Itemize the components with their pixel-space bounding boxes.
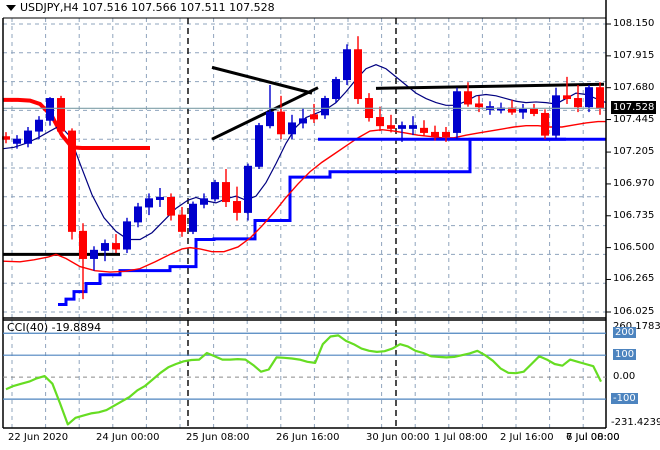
candle-body: [189, 203, 197, 232]
candle-body: [156, 196, 164, 200]
price-axis-label: 106.500: [613, 241, 655, 253]
cci-level-label-0: 0.00: [613, 371, 636, 383]
candle-body: [376, 117, 384, 127]
candle-body: [442, 131, 450, 137]
candle-body: [35, 119, 43, 132]
cci-level-label-200: 200: [613, 327, 637, 339]
candle-body: [354, 49, 362, 100]
time-axis-label: 30 Jun 00:00: [366, 432, 430, 443]
candle-body: [288, 122, 296, 135]
time-axis-label: 24 Jun 00:00: [96, 432, 160, 443]
candle-body: [200, 198, 208, 205]
candle-body: [453, 91, 461, 133]
candle-body: [211, 182, 219, 200]
candle-body: [244, 165, 252, 213]
moving-average-slow: [2, 120, 606, 273]
candle-body: [68, 130, 76, 232]
trendline-right-resistance: [375, 82, 605, 90]
cci-level-label-100: 100: [613, 349, 637, 361]
time-axis-label: 26 Jun 16:00: [276, 432, 340, 443]
candle-body: [46, 98, 54, 121]
price-axis-label: 108.150: [613, 18, 655, 29]
candlestick-series: [2, 36, 604, 300]
candle-body: [519, 108, 527, 113]
candle-body: [123, 221, 131, 250]
time-axis-label: 7 Jul 08:00: [566, 432, 620, 443]
time-axis-label: 25 Jun 08:00: [186, 432, 250, 443]
cci-line-series: [5, 334, 602, 426]
trendline-lower-wedge: [211, 86, 319, 141]
time-axis-label: 22 Jun 2020: [8, 432, 69, 443]
price-axis-label: 107.915: [613, 49, 655, 61]
candle-body: [255, 125, 263, 167]
candle-body: [299, 118, 307, 124]
price-axis-label: 107.680: [613, 81, 655, 93]
candle-body: [233, 201, 241, 213]
candle-body: [464, 91, 472, 105]
candle-body: [310, 114, 318, 120]
time-axis-label: 6 Jul 00:00: [566, 432, 620, 443]
candle-body: [343, 49, 351, 81]
candle-body: [57, 98, 65, 132]
candle-body: [574, 98, 582, 108]
candle-body: [222, 182, 230, 203]
candle-body: [596, 87, 604, 109]
candle-body: [475, 103, 483, 108]
candle-body: [332, 79, 340, 100]
symbol-quote-label: USDJPY,H4 107.516 107.566 107.511 107.52…: [20, 1, 275, 14]
candle-body: [112, 243, 120, 250]
cci-min-label: -231.4239: [611, 417, 660, 428]
candle-body: [90, 249, 98, 259]
triangle-down-icon[interactable]: [6, 5, 16, 11]
time-axis-label: 2 Jul 16:00: [500, 432, 554, 443]
support-step-indicator: [58, 137, 606, 307]
current-price-label: 107.528: [611, 101, 657, 115]
price-axis-label: 106.735: [613, 209, 655, 221]
cci-level-label-neg100: -100: [611, 393, 638, 405]
candle-body: [101, 243, 109, 251]
candle-body: [167, 196, 175, 216]
candle-body: [541, 112, 549, 136]
candle-body: [420, 127, 428, 133]
price-axis-label: 107.445: [613, 113, 655, 125]
candle-body: [563, 95, 571, 100]
candle-body: [431, 131, 439, 137]
price-axis-label: 107.205: [613, 146, 655, 158]
chart-header: USDJPY,H4 107.516 107.566 107.511 107.52…: [0, 0, 660, 16]
candle-body: [178, 214, 186, 232]
candle-body: [13, 138, 21, 144]
cci-indicator-label: CCI(40) -19.8894: [7, 321, 102, 334]
candle-body: [321, 98, 329, 116]
candle-body: [585, 87, 593, 108]
candle-body: [266, 111, 274, 127]
trendline-upper-wedge: [211, 65, 313, 95]
candle-body: [409, 125, 417, 129]
candle-body: [79, 230, 87, 259]
candle-body: [145, 198, 153, 208]
candle-body: [277, 111, 285, 135]
price-axis-label: 106.970: [613, 177, 655, 189]
candle-body: [24, 130, 32, 144]
cci-max-label: 260.1783: [613, 321, 660, 332]
time-axis-label: 1 Jul 08:00: [434, 432, 488, 443]
moving-average-fast: [2, 64, 607, 241]
candle-body: [552, 95, 560, 136]
candle-body: [398, 125, 406, 129]
price-axis-label: 106.265: [613, 273, 655, 285]
candle-body: [387, 125, 395, 129]
candle-body: [134, 206, 142, 223]
price-axis-label: 106.025: [613, 306, 655, 317]
candle-body: [530, 108, 538, 114]
